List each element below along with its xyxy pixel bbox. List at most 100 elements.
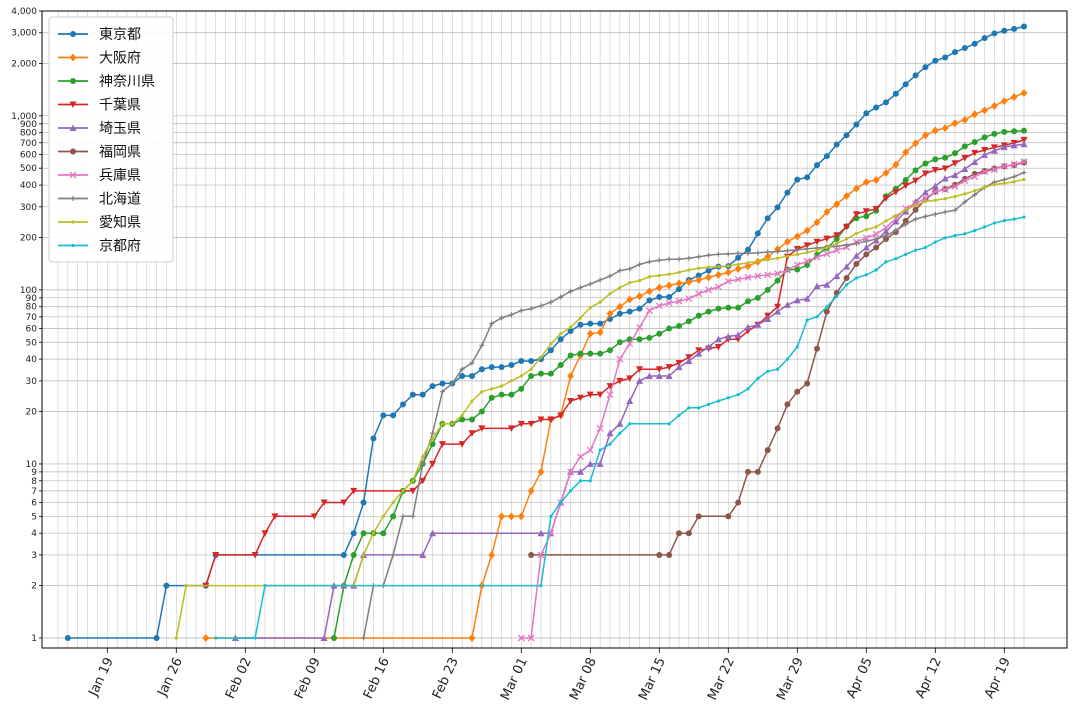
legend-marker — [69, 53, 77, 62]
data-point — [794, 266, 801, 273]
data-point — [478, 366, 485, 373]
data-point — [1002, 181, 1006, 185]
data-point — [548, 299, 554, 305]
data-point — [607, 273, 613, 279]
data-point — [666, 551, 673, 558]
data-point — [586, 329, 594, 338]
data-point — [665, 281, 673, 290]
data-point — [833, 232, 841, 239]
data-point — [872, 230, 880, 238]
data-point — [1020, 88, 1028, 97]
data-point — [578, 316, 583, 320]
data-point — [774, 270, 782, 278]
data-point — [874, 268, 878, 272]
data-point — [697, 406, 701, 410]
data-point — [517, 512, 525, 521]
data-point — [872, 175, 880, 184]
data-point — [962, 199, 968, 205]
data-point — [528, 358, 535, 365]
legend-label: 京都府 — [99, 239, 141, 255]
data-point — [646, 259, 652, 265]
data-point — [1000, 97, 1008, 106]
data-point — [626, 340, 634, 348]
data-point — [537, 529, 545, 537]
data-point — [952, 207, 958, 213]
data-point — [971, 149, 979, 157]
data-point — [655, 366, 663, 373]
data-point — [518, 358, 525, 365]
data-point — [963, 192, 967, 196]
data-point — [320, 499, 328, 507]
data-point — [608, 442, 612, 446]
y-tick-label: 2 — [31, 582, 37, 592]
data-point — [685, 530, 692, 537]
data-point — [685, 295, 693, 303]
data-point — [774, 204, 781, 211]
data-point — [549, 342, 553, 346]
data-point — [509, 379, 514, 383]
data-point — [518, 308, 524, 314]
data-point — [854, 276, 859, 280]
legend-label: 大阪府 — [99, 51, 141, 67]
data-point — [755, 250, 761, 256]
legend-marker — [70, 148, 76, 155]
data-point — [567, 328, 574, 335]
data-point — [941, 124, 949, 133]
data-point — [736, 262, 740, 267]
data-point — [528, 306, 534, 312]
y-tick-label: 6 — [31, 499, 37, 509]
data-point — [795, 345, 799, 349]
data-point — [705, 273, 712, 282]
data-point — [459, 373, 466, 380]
data-point — [340, 499, 348, 507]
data-point — [597, 350, 604, 357]
data-point — [411, 479, 415, 483]
data-point — [922, 213, 928, 219]
x-tick-label: Mar 29 — [774, 655, 807, 702]
data-point — [429, 460, 437, 468]
data-point — [628, 422, 632, 426]
data-point — [597, 320, 604, 327]
data-point — [833, 141, 840, 148]
y-tick-label: 300 — [20, 203, 37, 213]
data-point — [419, 477, 427, 485]
data-point — [360, 530, 367, 537]
data-point — [685, 357, 693, 365]
data-point — [528, 373, 535, 380]
data-point — [430, 436, 435, 441]
y-tick-label: 30 — [26, 377, 38, 387]
data-point — [942, 54, 949, 61]
data-point — [973, 189, 977, 193]
data-point — [764, 447, 771, 454]
data-point — [1010, 141, 1018, 149]
data-point — [794, 247, 800, 253]
data-point — [557, 412, 565, 419]
data-point — [882, 168, 890, 177]
data-point — [991, 130, 998, 137]
data-point — [971, 139, 978, 146]
data-point — [893, 227, 899, 233]
data-point — [902, 176, 909, 183]
data-point — [469, 416, 475, 423]
data-point — [744, 323, 752, 331]
series-4 — [202, 136, 1028, 590]
data-point — [746, 261, 750, 265]
data-point — [616, 355, 624, 363]
data-point — [941, 186, 949, 194]
data-point — [835, 241, 839, 245]
data-point — [636, 336, 643, 343]
data-point — [882, 227, 890, 235]
data-point — [981, 168, 989, 176]
data-point — [539, 584, 543, 588]
data-point — [576, 468, 584, 475]
data-point — [833, 235, 840, 242]
data-point — [754, 468, 761, 475]
data-point — [429, 383, 436, 390]
data-point — [470, 399, 474, 403]
data-point — [862, 178, 870, 187]
data-point — [823, 153, 830, 160]
data-point — [714, 283, 722, 291]
data-point — [489, 321, 495, 327]
data-point — [813, 253, 821, 261]
